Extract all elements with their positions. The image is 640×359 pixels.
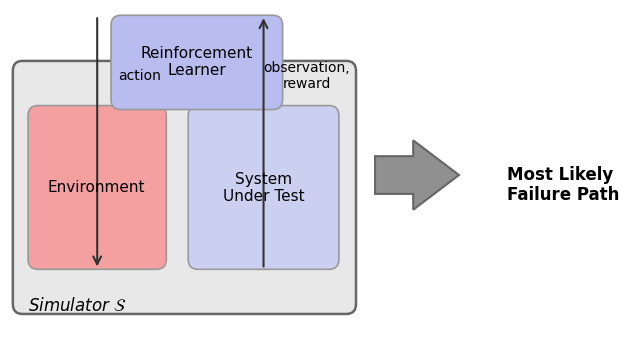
Text: Most Likely
Failure Path: Most Likely Failure Path (507, 165, 619, 204)
FancyBboxPatch shape (13, 61, 356, 314)
Text: observation,
reward: observation, reward (263, 61, 349, 91)
Text: action: action (118, 69, 161, 83)
Text: Reinforcement
Learner: Reinforcement Learner (141, 46, 253, 78)
FancyBboxPatch shape (28, 106, 166, 269)
FancyBboxPatch shape (111, 15, 283, 109)
Polygon shape (375, 140, 459, 210)
Text: Environment: Environment (48, 181, 145, 195)
Text: System
Under Test: System Under Test (223, 172, 305, 204)
FancyBboxPatch shape (188, 106, 339, 269)
Text: Simulator $\mathcal{S}$: Simulator $\mathcal{S}$ (28, 297, 127, 315)
